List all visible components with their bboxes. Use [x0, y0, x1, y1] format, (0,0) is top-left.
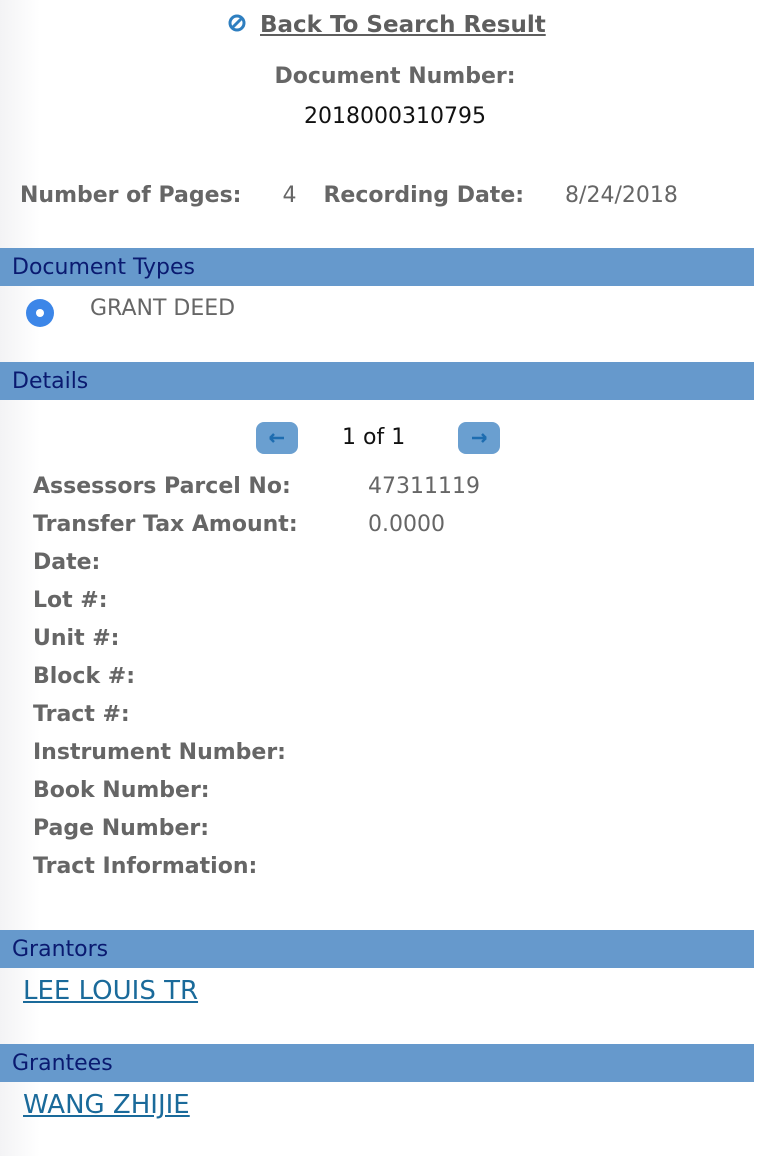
pages-label: Number of Pages: [20, 183, 242, 208]
detail-label: Assessors Parcel No: [33, 474, 291, 499]
back-to-search-link[interactable]: Back To Search Result [260, 12, 546, 38]
back-to-search[interactable]: Back To Search Result [228, 12, 546, 38]
recording-date-value: 8/24/2018 [565, 183, 678, 208]
recording-date-label: Recording Date: [323, 183, 525, 208]
detail-label: Unit #: [33, 626, 120, 651]
detail-label: Page Number: [33, 816, 210, 841]
detail-value: 0.0000 [368, 512, 445, 537]
detail-label: Lot #: [33, 588, 108, 613]
detail-label: Tract Information: [33, 854, 258, 879]
detail-value: 47311119 [368, 474, 480, 499]
grantor-link[interactable]: LEE LOUIS TR [23, 976, 199, 1006]
detail-label: Tract #: [33, 702, 130, 727]
document-number: 2018000310795 [304, 104, 486, 129]
grantee-link[interactable]: WANG ZHIJIE [23, 1090, 190, 1120]
detail-label: Transfer Tax Amount: [33, 512, 298, 537]
prev-page-button[interactable] [256, 422, 298, 454]
arrow-left-icon [269, 433, 284, 443]
next-page-button[interactable] [458, 422, 500, 454]
document-type-label: GRANT DEED [90, 296, 236, 321]
document-meta: Number of Pages: 4 Recording Date: 8/24/… [20, 183, 678, 208]
section-grantees: Grantees [0, 1044, 754, 1082]
radio-grant-deed[interactable] [26, 299, 54, 327]
section-grantors: Grantors [0, 930, 754, 968]
section-details: Details [0, 362, 754, 400]
pager-text: 1 of 1 [342, 425, 406, 450]
detail-label: Date: [33, 550, 101, 575]
detail-label: Instrument Number: [33, 740, 286, 765]
pages-value: 4 [282, 183, 297, 208]
detail-label: Book Number: [33, 778, 210, 803]
arrow-right-icon [472, 433, 487, 443]
section-document-types: Document Types [0, 248, 754, 286]
circle-slash-icon [228, 14, 246, 36]
detail-label: Block #: [33, 664, 135, 689]
document-number-label: Document Number: [274, 64, 516, 89]
